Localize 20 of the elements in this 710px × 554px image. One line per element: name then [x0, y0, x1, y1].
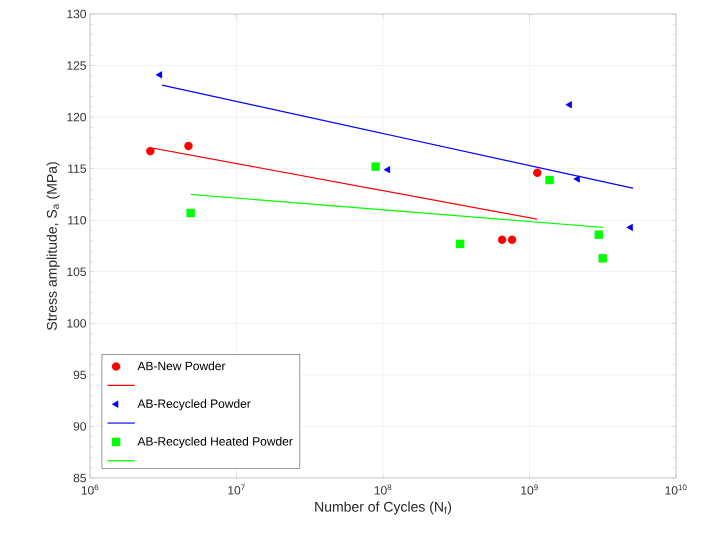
- x-tick-label: 10$^{6}$: [82, 484, 98, 495]
- y-tick-label: 95: [74, 370, 86, 380]
- legend-label: AB-Recycled Powder: [137, 399, 251, 410]
- x-tick-label: 10$^{10}$: [666, 484, 687, 495]
- y-tick-label: 100: [67, 319, 86, 328]
- y-tick-label: 85: [74, 474, 86, 482]
- x-tick-label: 10$^{7}$: [228, 484, 245, 494]
- legend-label: AB-Recycled Heated Powder: [137, 436, 293, 448]
- y-tick-label: 90: [74, 422, 86, 431]
- y-tick-label: 120: [67, 112, 86, 122]
- x-tick-label: 10$^{8}$: [374, 484, 392, 495]
- y-tick-label: 130: [67, 10, 86, 18]
- y-axis-title: Stress amplitude, S$_{a}$ (MPa): [46, 162, 60, 330]
- x-tick-label: 10$^{9}$: [521, 484, 538, 495]
- y-tick-label: 125: [67, 61, 86, 70]
- x-axis-title: Number of Cycles (N$_{f}$): [315, 501, 452, 514]
- y-tick-label: 110: [68, 216, 86, 224]
- legend-label: AB-New Powder: [137, 361, 226, 370]
- y-tick-label: 105: [67, 268, 86, 276]
- y-tick-label: 115: [68, 164, 86, 173]
